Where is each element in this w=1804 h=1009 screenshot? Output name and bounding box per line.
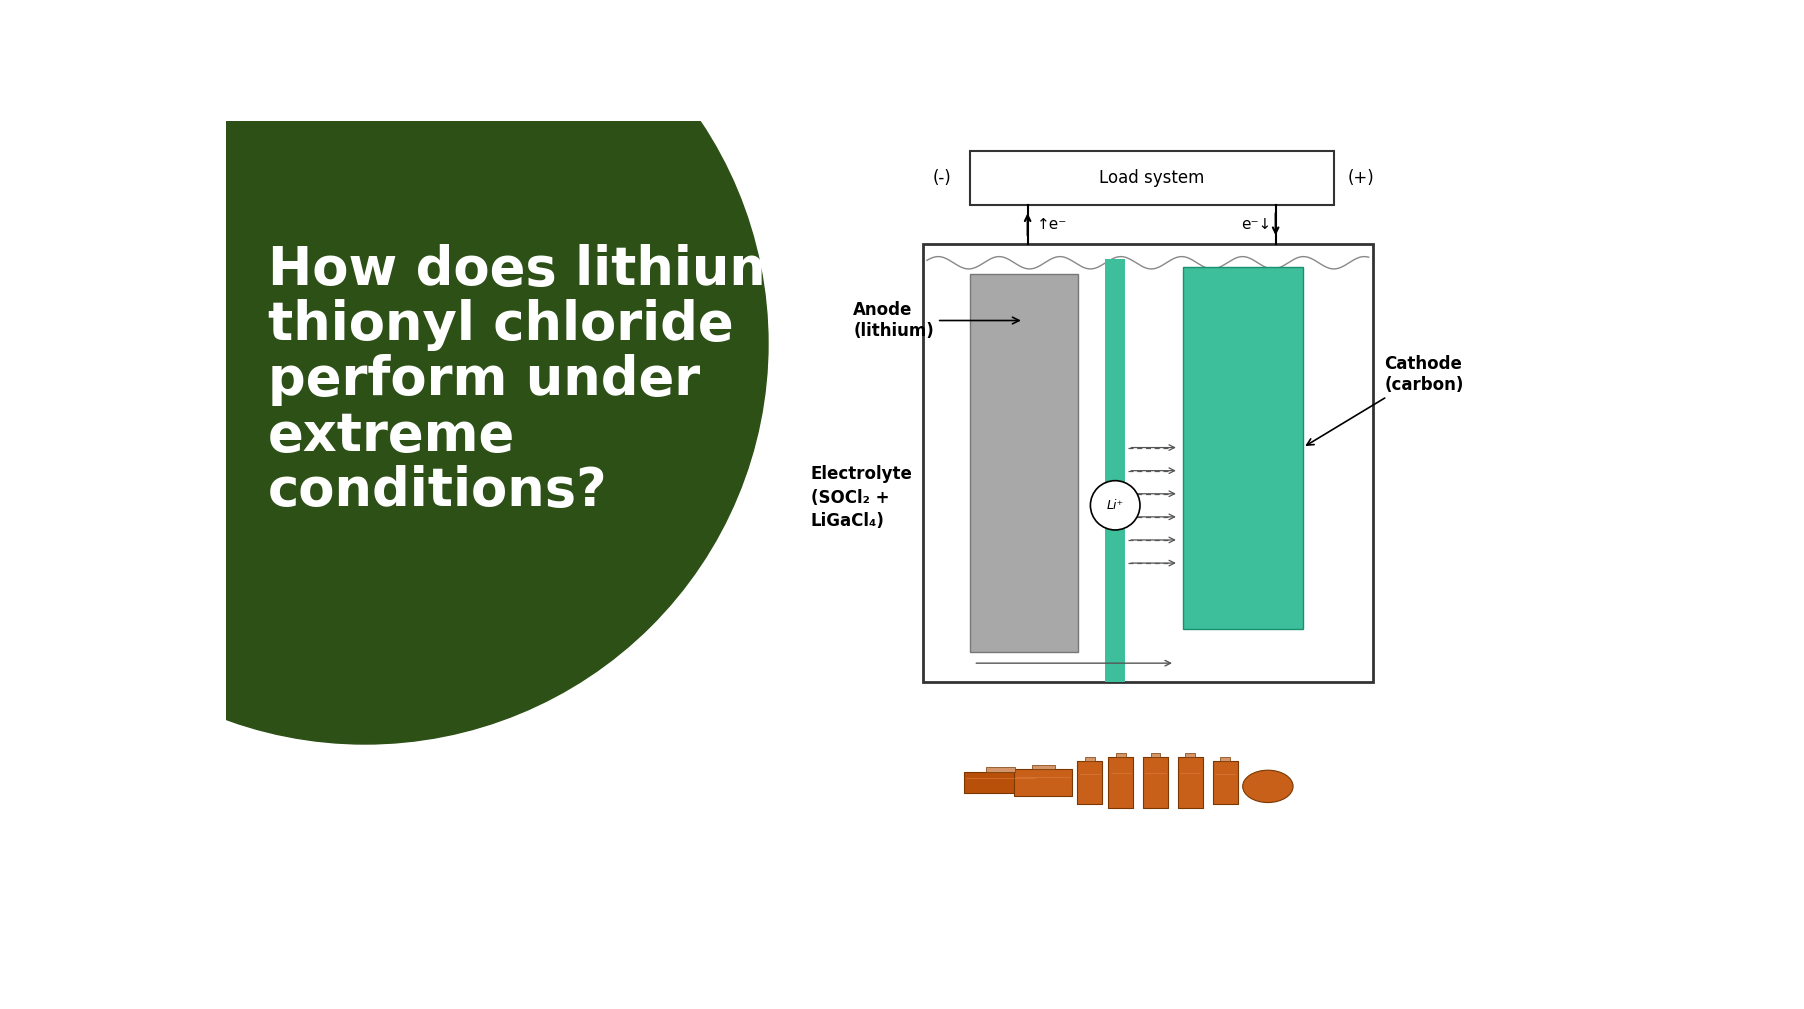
- Bar: [1183, 266, 1302, 629]
- Text: Load system: Load system: [1099, 170, 1205, 187]
- Circle shape: [0, 0, 769, 744]
- Text: conditions?: conditions?: [269, 465, 608, 518]
- Bar: [1185, 754, 1196, 758]
- Text: Li⁺: Li⁺: [1106, 498, 1124, 512]
- Text: Electrolyte
(SOCl₂ +
LiGaCl₄): Electrolyte (SOCl₂ + LiGaCl₄): [810, 465, 913, 530]
- Text: Cathode
(carbon): Cathode (carbon): [1306, 355, 1463, 445]
- Text: (-): (-): [933, 170, 953, 187]
- Bar: [924, 243, 1373, 682]
- Bar: [1084, 757, 1095, 762]
- Bar: [1220, 757, 1230, 762]
- Text: e⁻↓: e⁻↓: [1241, 217, 1272, 232]
- Bar: [969, 151, 1333, 205]
- Bar: [1144, 758, 1167, 807]
- Bar: [1077, 762, 1102, 804]
- Bar: [1151, 754, 1160, 758]
- Text: ↑e⁻: ↑e⁻: [1037, 217, 1068, 232]
- Bar: [985, 768, 1016, 772]
- Bar: [1106, 259, 1124, 682]
- Bar: [969, 274, 1079, 652]
- Circle shape: [1090, 480, 1140, 530]
- Bar: [963, 772, 1037, 793]
- Text: perform under: perform under: [269, 354, 700, 407]
- Bar: [1178, 758, 1203, 807]
- Text: Anode
(lithium): Anode (lithium): [853, 301, 1019, 340]
- Bar: [1212, 762, 1238, 804]
- Bar: [1115, 754, 1126, 758]
- Text: thionyl chloride: thionyl chloride: [269, 299, 734, 351]
- Text: How does lithium–: How does lithium–: [269, 243, 810, 296]
- Bar: [1032, 765, 1055, 769]
- Text: (+): (+): [1348, 170, 1375, 187]
- Bar: [1108, 758, 1133, 807]
- Bar: [1014, 769, 1072, 796]
- Text: extreme: extreme: [269, 410, 516, 462]
- Ellipse shape: [1243, 770, 1293, 802]
